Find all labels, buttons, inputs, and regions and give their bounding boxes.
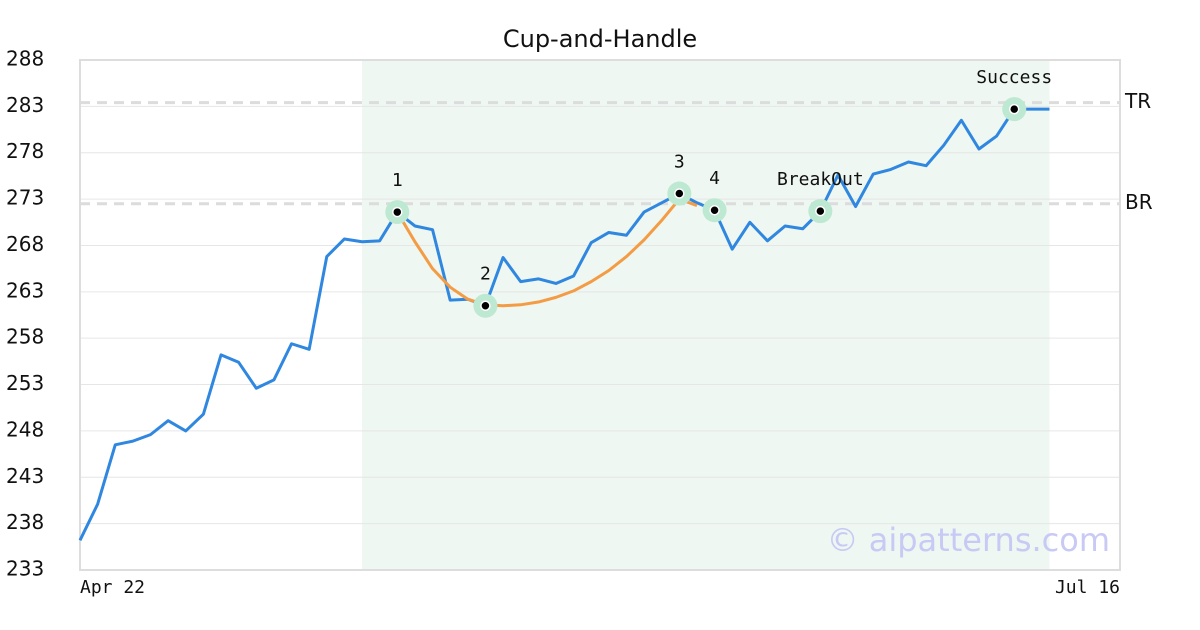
annotation-point: [674, 188, 685, 199]
annotation-point: [709, 204, 720, 216]
x-tick-label: Jul 16: [1055, 577, 1120, 598]
annotation-label: Success: [976, 67, 1052, 88]
annotation-label: 1: [392, 170, 403, 191]
y-tick-label: 268: [6, 232, 44, 256]
chart-title: Cup-and-Handle: [503, 25, 697, 53]
annotation-point: [1008, 103, 1020, 115]
annotation-point: [480, 300, 491, 311]
annotation-point: [392, 206, 403, 218]
annotation-point: [815, 205, 826, 217]
reference-label: TR: [1124, 89, 1151, 113]
watermark: © aipatterns.com: [827, 521, 1110, 559]
highlight-region: [362, 60, 1050, 570]
y-tick-label: 278: [6, 139, 44, 163]
annotation-label: BreakOut: [777, 169, 864, 190]
reference-label: BR: [1125, 190, 1153, 214]
y-tick-label: 263: [6, 278, 44, 302]
y-tick-label: 233: [6, 557, 44, 581]
y-tick-label: 283: [6, 93, 44, 117]
annotation-label: 3: [674, 152, 685, 173]
y-tick-label: 243: [6, 464, 44, 488]
y-tick-label: 288: [6, 47, 44, 71]
series-line: [395, 197, 698, 308]
y-tick-label: 238: [6, 510, 44, 534]
plot-frame: [79, 59, 1121, 571]
x-tick-label: Apr 22: [80, 577, 145, 598]
y-tick-label: 258: [6, 325, 44, 349]
series-line: [78, 107, 1050, 541]
y-tick-label: 273: [6, 186, 44, 210]
y-tick-label: 248: [6, 417, 44, 441]
annotation-label: 4: [709, 168, 720, 189]
y-tick-label: 253: [6, 371, 44, 395]
annotation-label: 2: [480, 264, 491, 285]
